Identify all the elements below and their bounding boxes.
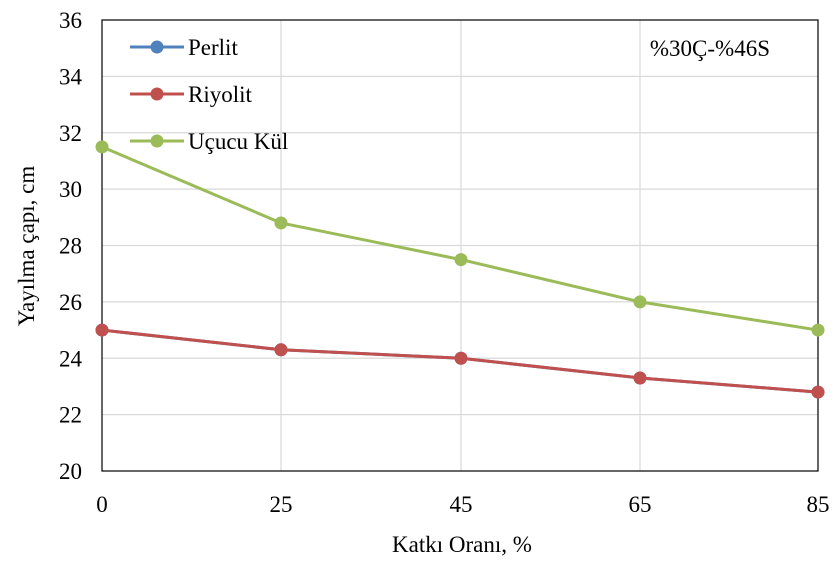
gridlines (102, 20, 818, 471)
data-point (274, 343, 288, 357)
y-axis-label: Yayılma çapı, cm (14, 166, 39, 327)
y-tick-label: 28 (59, 234, 82, 259)
legend-marker (150, 87, 164, 101)
data-point (454, 351, 468, 365)
data-point (811, 385, 825, 399)
legend-item: Perlit (130, 35, 238, 60)
legend-label: Uçucu Kül (188, 129, 288, 154)
chart-annotation: %30Ç-%46S (650, 36, 770, 61)
x-axis-ticks: 0 25 45 65 85 (96, 492, 829, 517)
data-point (95, 140, 109, 154)
data-point (95, 323, 109, 337)
y-tick-label: 34 (59, 64, 83, 89)
data-point (811, 323, 825, 337)
x-tick-label: 45 (450, 492, 473, 517)
x-axis-label: Katkı Oranı, % (392, 532, 532, 557)
legend-marker (150, 40, 164, 54)
legend: Perlit Riyolit Uçucu Kül (130, 35, 288, 154)
series-layer (95, 140, 825, 399)
x-tick-label: 0 (96, 492, 108, 517)
y-tick-label: 22 (59, 403, 82, 428)
legend-label: Riyolit (188, 82, 253, 107)
legend-label: Perlit (188, 35, 238, 60)
data-point (633, 295, 647, 309)
y-tick-label: 24 (59, 346, 83, 371)
y-tick-label: 20 (59, 459, 82, 484)
series-u-ucu-k-l (95, 140, 825, 337)
x-tick-label: 25 (270, 492, 293, 517)
data-point (633, 371, 647, 385)
plot-area (101, 19, 819, 472)
series-line (101, 145, 819, 332)
y-tick-label: 26 (59, 290, 82, 315)
legend-item: Uçucu Kül (130, 129, 288, 154)
data-point (454, 253, 468, 267)
series-riyolit (95, 323, 825, 399)
legend-item: Riyolit (130, 82, 253, 107)
y-tick-label: 30 (59, 177, 82, 202)
legend-marker (150, 134, 164, 148)
y-axis-ticks: 20 22 24 26 28 30 32 34 36 (59, 8, 83, 484)
x-tick-label: 85 (807, 492, 830, 517)
y-tick-label: 36 (59, 8, 82, 33)
data-point (274, 216, 288, 230)
y-tick-label: 32 (59, 121, 82, 146)
x-tick-label: 65 (629, 492, 652, 517)
